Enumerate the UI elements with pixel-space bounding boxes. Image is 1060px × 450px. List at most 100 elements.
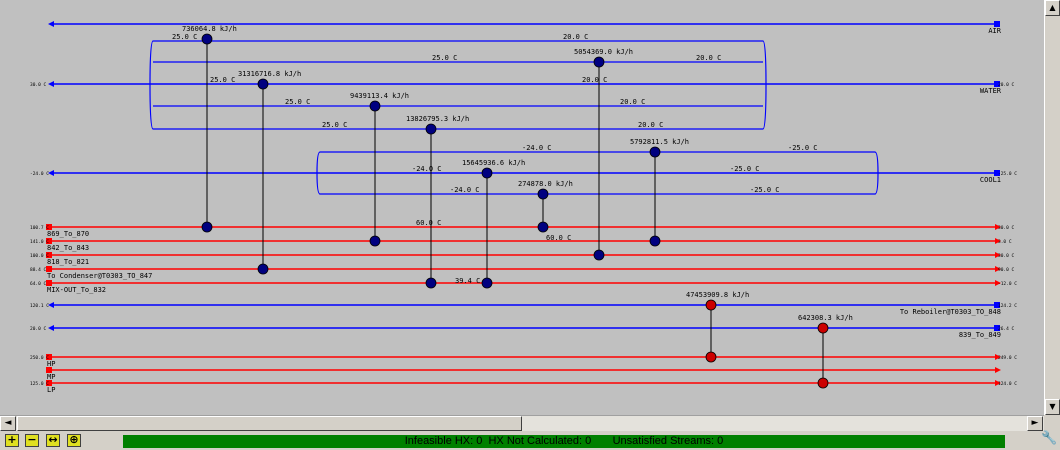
stream-h5 xyxy=(46,280,1001,286)
stream-outlet-temp: 249.0 C xyxy=(998,355,1017,361)
arrow-left-icon xyxy=(48,81,54,87)
heat-exchanger-e8[interactable] xyxy=(537,188,549,233)
stream-endcap xyxy=(46,367,52,373)
stream-endcap xyxy=(994,325,1000,331)
exchanger-node xyxy=(593,249,605,261)
wrench-icon[interactable]: 🔧 xyxy=(1041,431,1058,446)
exchanger-node xyxy=(201,221,213,233)
arrow-left-icon xyxy=(48,325,54,331)
stream-u2 xyxy=(46,367,1001,373)
grid-diagram-canvas[interactable]: AIR 30.0 C 20.0 C WATER -24.0 C -25.0 C COOL1 1… xyxy=(0,0,1060,415)
temperature-label: 39.4 C xyxy=(455,277,480,285)
heat-exchanger-e1[interactable] xyxy=(201,33,213,233)
stream-outlet-temp: 3.0 C xyxy=(998,239,1012,245)
stream-inlet-temp: -24.0 C xyxy=(30,171,49,177)
stream-c2 xyxy=(48,325,1000,331)
zoom-in-button[interactable]: + xyxy=(5,434,19,447)
temperature-label: 20.0 C xyxy=(638,121,663,129)
temperature-label: 20.0 C xyxy=(582,76,607,84)
stream-s2 xyxy=(48,81,1000,87)
vertical-scrollbar[interactable]: ▲ ▼ xyxy=(1044,0,1060,415)
temperature-label: 20.0 C xyxy=(620,98,645,106)
stream-inlet-temp: 88.4 C xyxy=(30,267,47,273)
exchanger-node xyxy=(705,299,717,311)
exchanger-node xyxy=(537,221,549,233)
temperature-label: 60.0 C xyxy=(546,234,571,242)
temperature-label: 25.0 C xyxy=(322,121,347,129)
stream-endcap xyxy=(46,354,52,360)
stream-endcap xyxy=(46,238,52,244)
stream-endcap xyxy=(994,81,1000,87)
arrow-right-icon xyxy=(995,266,1001,272)
scroll-left-button[interactable]: ◄ xyxy=(0,416,16,431)
heat-exchanger-e10[interactable] xyxy=(817,322,829,389)
exchanger-node xyxy=(817,322,829,334)
exchanger-duty: 13826795.3 kJ/h xyxy=(406,115,469,123)
temperature-label: 25.0 C xyxy=(285,98,310,106)
arrow-right-icon xyxy=(995,354,1001,360)
exchanger-node xyxy=(593,56,605,68)
stream-c1 xyxy=(48,302,1000,308)
branch-split xyxy=(149,40,767,130)
exchanger-node xyxy=(537,188,549,200)
exchanger-node xyxy=(481,277,493,289)
temperature-label: 25.0 C xyxy=(210,76,235,84)
stream-inlet-temp: 141.0 C xyxy=(30,239,49,245)
heat-exchanger-e5[interactable] xyxy=(593,56,605,261)
branch-bracket-right xyxy=(762,40,767,130)
stream-name: MP xyxy=(47,373,55,381)
heat-exchanger-e7[interactable] xyxy=(481,167,493,289)
scroll-up-button[interactable]: ▲ xyxy=(1045,0,1060,16)
heat-exchanger-e3[interactable] xyxy=(369,100,381,247)
scroll-right-button[interactable]: ► xyxy=(1027,416,1043,431)
horizontal-scrollbar[interactable]: ◄ ► xyxy=(0,415,1044,431)
fit-button[interactable]: ↔ xyxy=(46,434,60,447)
exchanger-node xyxy=(369,235,381,247)
stream-h3 xyxy=(46,252,1001,258)
exchanger-node xyxy=(817,377,829,389)
exchanger-node xyxy=(481,167,493,179)
temperature-label: -24.0 C xyxy=(412,165,442,173)
temperature-label: 25.0 C xyxy=(172,33,197,41)
stream-name: MIX-OUT_To_832 xyxy=(47,286,106,294)
stream-inlet-temp: 30.0 C xyxy=(30,82,47,88)
heat-exchanger-e2[interactable] xyxy=(257,78,269,275)
temperature-label: 20.0 C xyxy=(696,54,721,62)
heat-exchanger-e6[interactable] xyxy=(649,146,661,247)
stream-inlet-temp: 100.0 C xyxy=(30,253,49,259)
stream-inlet-temp: 125.0 C xyxy=(30,381,49,387)
stream-name: WATER xyxy=(980,87,1002,95)
stream-endcap xyxy=(46,266,52,272)
size-grip xyxy=(1044,415,1060,431)
horizontal-scroll-thumb[interactable] xyxy=(17,416,522,431)
stream-name: 818_To_821 xyxy=(47,258,89,266)
stream-name: HP xyxy=(47,360,55,368)
stream-name: To Condenser@T0303_TO_847 xyxy=(47,272,152,280)
stream-h4 xyxy=(46,266,1001,272)
stream-outlet-temp: 30.0 C xyxy=(998,225,1015,231)
arrow-right-icon xyxy=(995,380,1001,386)
exchanger-node xyxy=(425,277,437,289)
exchanger-node xyxy=(425,123,437,135)
reset-view-button[interactable]: ⊕ xyxy=(67,434,81,447)
stream-name: AIR xyxy=(988,27,1001,35)
exchanger-duty: 736064.8 kJ/h xyxy=(182,25,237,33)
stream-inlet-temp: 120.1 C xyxy=(30,303,49,309)
stream-outlet-temp: 124.2 C xyxy=(998,303,1017,309)
arrow-right-icon xyxy=(995,280,1001,286)
zoom-out-button[interactable]: − xyxy=(25,434,39,447)
status-bar: Infeasible HX: 0 HX Not Calculated: 0 Un… xyxy=(123,435,1005,448)
exchanger-node xyxy=(649,146,661,158)
stream-outlet-temp: -12.0 C xyxy=(998,281,1017,287)
stream-name: 869_To_870 xyxy=(47,230,89,238)
heat-exchanger-e4[interactable] xyxy=(425,123,437,289)
stream-outlet-temp: -25.0 C xyxy=(998,171,1017,177)
temperature-label: 20.0 C xyxy=(563,33,588,41)
stream-u1 xyxy=(46,354,1001,360)
scroll-down-button[interactable]: ▼ xyxy=(1045,399,1060,415)
exchanger-node xyxy=(369,100,381,112)
heat-exchanger-e9[interactable] xyxy=(705,299,717,363)
temperature-label: 60.0 C xyxy=(416,219,441,227)
temperature-label: -25.0 C xyxy=(788,144,818,152)
